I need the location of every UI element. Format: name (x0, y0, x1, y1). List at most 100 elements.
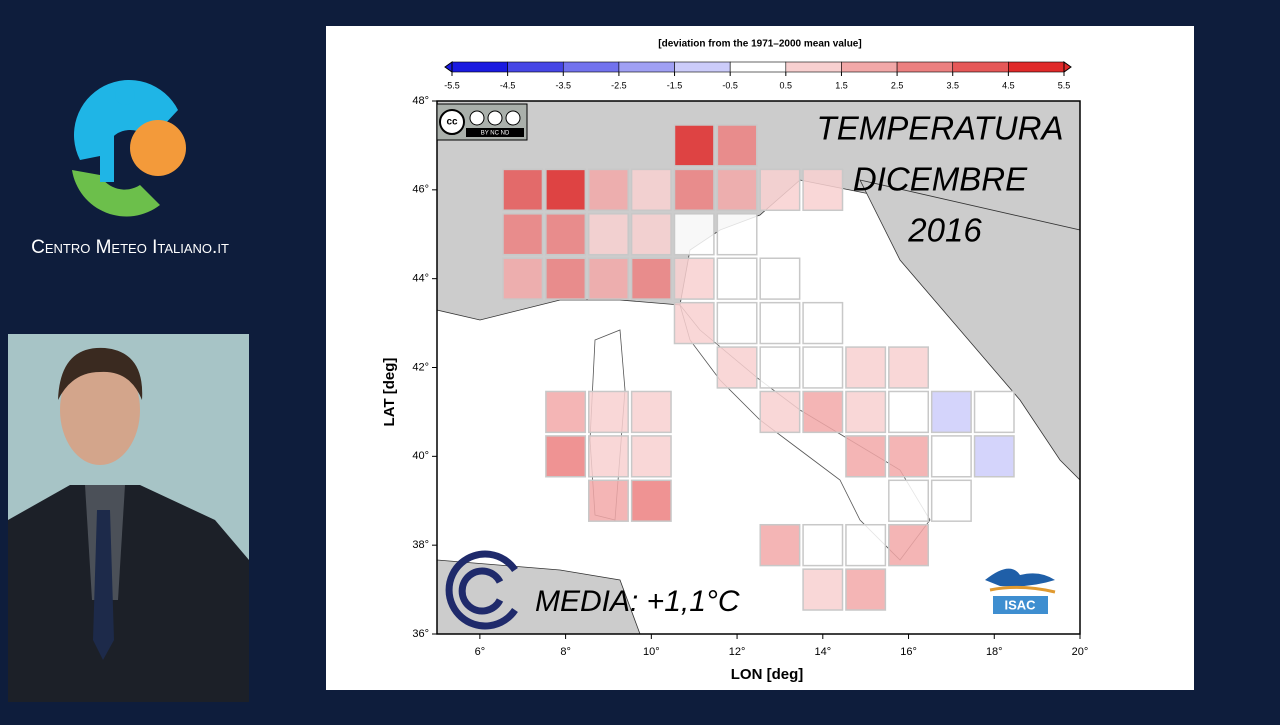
colorbar-label: [deviation from the 1971–2000 mean value… (658, 39, 861, 50)
grid-cell (630, 213, 672, 256)
cnr-logo (445, 550, 518, 630)
grid-cell (545, 213, 587, 256)
grid-cell (845, 568, 887, 611)
map-title-line: TEMPERATURA (817, 110, 1064, 147)
colorbar-segment (674, 61, 731, 73)
presenter-video (8, 334, 249, 702)
grid-cell (716, 301, 758, 345)
colorbar-end (1063, 61, 1072, 73)
grid-cell (587, 435, 629, 478)
colorbar-segment (952, 61, 1009, 73)
grid-cell (888, 479, 930, 522)
colorbar-segment (896, 61, 954, 73)
x-tick-label: 12° (729, 646, 746, 658)
brand-logo (72, 79, 186, 217)
colorbar-tick-label: -3.5 (556, 80, 572, 90)
grid-cell (888, 390, 930, 434)
y-tick-label: 36° (412, 628, 429, 640)
grid-cell (759, 390, 801, 434)
y-tick-label: 42° (412, 361, 429, 373)
grid-cell (845, 390, 887, 434)
grid-cell (802, 301, 844, 345)
grid-cell (673, 124, 715, 167)
colorbar-segment (507, 61, 564, 73)
x-tick-label: 20° (1072, 646, 1089, 658)
grid-cell (630, 479, 672, 522)
grid-cell (673, 213, 715, 256)
grid-cell (759, 523, 801, 567)
colorbar-segment (1008, 61, 1065, 73)
colorbar-segment (451, 61, 508, 73)
grid-cell (673, 257, 715, 300)
grid-cell (759, 301, 801, 345)
x-tick-label: 10° (643, 646, 660, 658)
grid-cell (502, 213, 544, 256)
grid-cell (630, 435, 672, 478)
colorbar-segment (729, 61, 787, 73)
brand-name: Centro Meteo Italiano.it (31, 237, 229, 258)
grid-cell (587, 390, 629, 434)
y-tick-label: 44° (412, 273, 429, 285)
grid-cell (630, 168, 672, 212)
grid-cell (930, 390, 972, 434)
colorbar-tick-label: 3.5 (946, 80, 959, 90)
grid-cell (716, 257, 758, 300)
grid-cell (759, 257, 801, 300)
grid-cell (587, 168, 629, 212)
map-title-line: 2016 (907, 212, 982, 249)
y-axis-label: LAT [deg] (381, 358, 398, 427)
x-tick-label: 14° (814, 646, 831, 658)
grid-cell (802, 390, 844, 434)
grid-cell (587, 479, 629, 522)
grid-cell (802, 568, 844, 611)
map-plot (436, 100, 1081, 635)
grid-cell (845, 523, 887, 567)
isac-logo (985, 568, 1056, 614)
grid-cell (673, 168, 715, 212)
grid-cell (716, 213, 758, 256)
grid-cell (630, 390, 672, 434)
isac-logo-text: ISAC (1004, 597, 1036, 612)
colorbar-tick-label: 4.5 (1002, 80, 1015, 90)
x-axis-label: LON [deg] (731, 666, 804, 683)
grid-cell (973, 390, 1015, 434)
grid-cell (930, 435, 972, 478)
grid-cell (888, 435, 930, 478)
colorbar-tick-label: -5.5 (444, 80, 460, 90)
cc-badge (436, 103, 528, 141)
grid-cell (973, 435, 1015, 478)
grid-cell (930, 479, 972, 522)
y-tick-label: 48° (412, 95, 429, 107)
colorbar-tick-label: -4.5 (500, 80, 516, 90)
mean-label: MEDIA: +1,1°C (535, 585, 740, 618)
x-tick-label: 18° (986, 646, 1003, 658)
colorbar-tick-label: 2.5 (891, 80, 904, 90)
colorbar-segment (618, 61, 675, 73)
map-title-line: DICEMBRE (853, 161, 1028, 198)
colorbar-tick-label: -1.5 (667, 80, 683, 90)
colorbar-tick-label: -0.5 (722, 80, 738, 90)
grid-cell (802, 346, 844, 389)
grid-cell (545, 390, 587, 434)
colorbar-end (444, 61, 453, 73)
grid-cell (716, 124, 758, 167)
grid-cell (587, 257, 629, 300)
colorbar-tick-label: 5.5 (1058, 80, 1071, 90)
colorbar-segment (841, 61, 898, 73)
grid-cell (716, 346, 758, 389)
grid-cell (545, 168, 587, 212)
colorbar-tick-label: 0.5 (780, 80, 793, 90)
y-tick-label: 38° (412, 539, 429, 551)
grid-cell (545, 435, 587, 478)
grid-cell (845, 435, 887, 478)
grid-cell (802, 523, 844, 567)
colorbar-segment (785, 61, 842, 73)
grid-cell (802, 168, 844, 212)
x-tick-label: 8° (560, 646, 571, 658)
grid-cell (502, 168, 544, 212)
grid-cell (716, 168, 758, 212)
cc-logo-text: cc (446, 117, 458, 128)
grid-cell (759, 346, 801, 389)
